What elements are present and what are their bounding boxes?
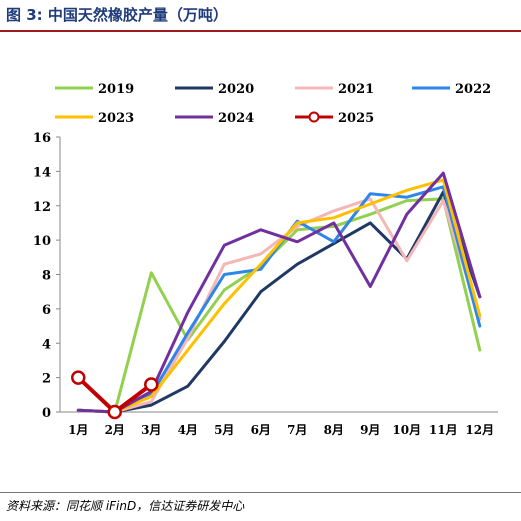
y-tick-label: 4 [42,337,51,352]
x-tick-label: 11月 [429,423,458,437]
series-line-2024 [76,171,482,414]
legend-label-2021: 2021 [338,82,374,97]
legend-label-2025: 2025 [338,111,374,126]
rubber-production-chart: 2019 2020 2021 2022 2023 2024 2025 0 2 4 6 8 10 12 14… [33,82,498,437]
data-point-2025 [71,370,86,385]
title-divider [0,30,521,32]
x-tick-label: 7月 [287,423,307,437]
figure-title: 图 3: 中国天然橡胶产量（万吨） [6,6,228,24]
legend-label-2020: 2020 [218,82,254,97]
footer-divider [0,492,521,493]
data-point-2025 [144,377,159,392]
legend-label-2022: 2022 [455,82,491,97]
series-line-2022 [76,185,482,414]
x-tick-label: 12月 [465,423,494,437]
series-line-2020 [76,190,482,414]
legend-label-2019: 2019 [98,82,134,97]
data-point-2025 [107,404,122,420]
legend-marker-2025 [308,111,320,123]
x-tick-label: 4月 [178,423,198,437]
source-note: 资料来源：同花顺 iFinD，信达证券研发中心 [6,499,245,513]
y-tick-label: 12 [33,200,51,215]
x-tick-label: 2月 [105,423,125,437]
y-tick-label: 10 [33,234,51,249]
legend-label-2023: 2023 [98,111,134,126]
x-tick-label: 8月 [324,423,344,437]
y-tick-label: 8 [42,269,51,284]
x-tick-label: 5月 [214,423,234,437]
series-line-2019 [76,197,482,414]
y-tick-label: 6 [42,303,51,318]
x-tick-label: 10月 [392,423,421,437]
x-tick-label: 3月 [141,423,161,437]
y-tick-label: 14 [33,165,51,180]
y-tick-label: 0 [42,406,51,421]
y-tick-label: 16 [33,131,51,146]
y-tick-label: 2 [42,372,51,387]
series-lines [71,171,482,420]
series-line-2023 [76,178,482,414]
series-line-2021 [76,197,482,414]
x-tick-label: 9月 [360,423,380,437]
axes: 0 2 4 6 8 10 12 14 16 1月 2月 3月 4月 5月 6月 7月 8月 9月 10月 11月 12月 [33,131,498,437]
legend: 2019 2020 2021 2022 2023 2024 2025 [55,82,491,126]
x-tick-label: 1月 [68,423,88,437]
x-tick-label: 6月 [251,423,271,437]
legend-label-2024: 2024 [218,111,254,126]
